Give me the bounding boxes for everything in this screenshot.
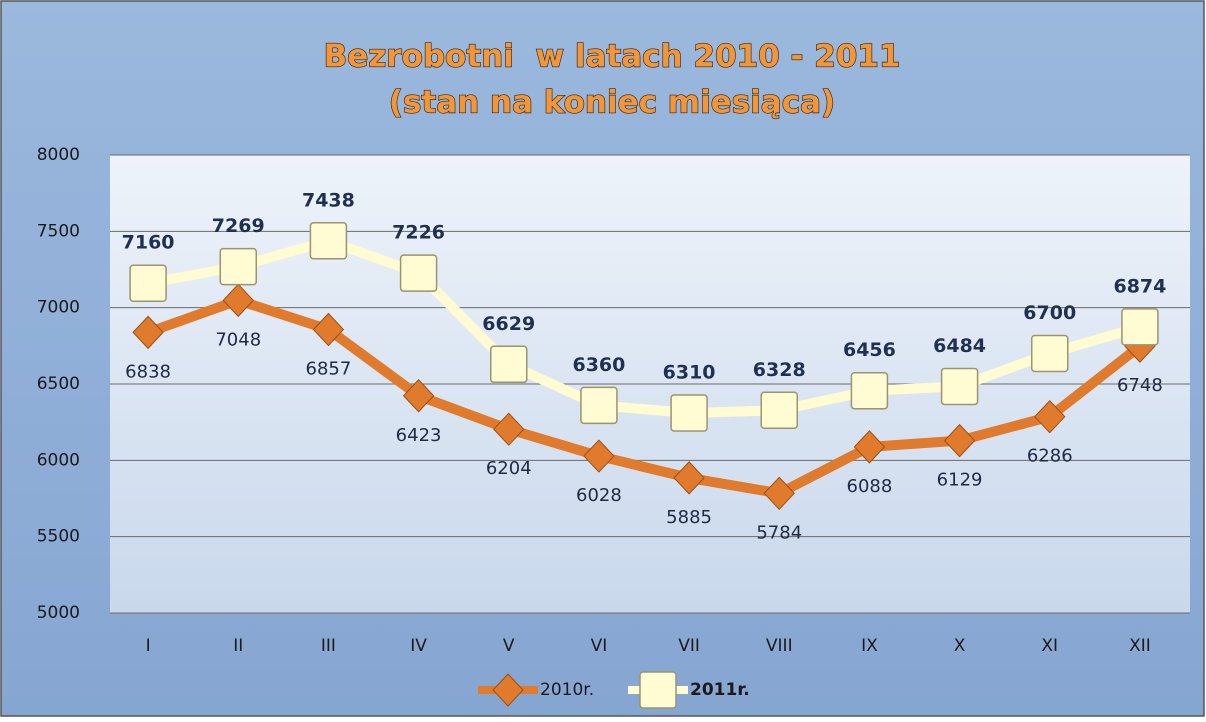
y-tick-label: 7000 xyxy=(37,298,80,318)
data-label: 7226 xyxy=(392,222,445,244)
marker xyxy=(402,379,435,413)
x-tick-label: XI xyxy=(1041,636,1058,656)
data-label: 6874 xyxy=(1113,275,1166,297)
marker xyxy=(943,423,976,458)
y-tick-label: 5500 xyxy=(37,527,80,547)
marker xyxy=(493,412,525,446)
data-label: 7438 xyxy=(302,189,355,211)
marker xyxy=(222,283,254,318)
data-label: 6360 xyxy=(572,354,625,376)
marker xyxy=(583,439,615,473)
data-label: 7160 xyxy=(122,232,175,254)
y-tick-label: 7500 xyxy=(37,221,80,241)
data-label: 7269 xyxy=(212,215,265,237)
data-label: 6700 xyxy=(1023,302,1076,324)
data-label: 5885 xyxy=(666,507,712,528)
marker xyxy=(580,386,618,425)
data-label: 6456 xyxy=(843,339,896,361)
x-tick-label: IX xyxy=(861,636,878,656)
data-label: 7048 xyxy=(215,329,261,350)
data-label: 6484 xyxy=(933,335,986,357)
data-label: 6838 xyxy=(125,361,171,382)
data-label: 6028 xyxy=(576,485,622,506)
data-label: 6088 xyxy=(847,476,893,497)
x-tick-label: III xyxy=(321,636,336,656)
marker xyxy=(312,312,345,347)
marker xyxy=(309,222,348,260)
marker xyxy=(1031,334,1069,373)
marker xyxy=(850,371,889,410)
marker xyxy=(670,394,708,432)
legend-label: 2011r. xyxy=(690,680,750,700)
x-tick-label: X xyxy=(954,636,966,656)
chart-title: Bezrobotni w latach 2010 - 2011 xyxy=(324,39,901,75)
x-tick-label: VIII xyxy=(766,636,793,656)
data-label: 6129 xyxy=(937,470,983,491)
marker xyxy=(1121,308,1159,346)
marker xyxy=(492,673,524,707)
data-label: 6204 xyxy=(486,458,532,479)
y-tick-label: 8000 xyxy=(37,145,80,165)
data-label: 6629 xyxy=(482,313,535,335)
marker xyxy=(760,391,798,430)
x-tick-label: IV xyxy=(410,636,427,656)
marker xyxy=(132,315,164,350)
marker xyxy=(639,671,677,709)
marker xyxy=(673,461,705,495)
marker xyxy=(853,430,886,464)
series-line xyxy=(146,295,1144,499)
chart-subtitle: (stan na koniec miesiąca) xyxy=(389,85,835,121)
marker xyxy=(763,476,795,511)
data-label: 6286 xyxy=(1027,446,1073,467)
x-tick-label: VI xyxy=(591,636,608,656)
data-label: 6328 xyxy=(753,359,806,381)
marker xyxy=(490,345,528,384)
x-tick-label: I xyxy=(146,636,151,656)
x-tick-label: II xyxy=(233,636,243,656)
data-label: 6310 xyxy=(663,362,716,384)
data-label: 6857 xyxy=(306,358,352,379)
marker xyxy=(399,254,438,292)
x-tick-label: VII xyxy=(678,636,700,656)
y-tick-label: 6000 xyxy=(37,450,80,470)
data-label: 6423 xyxy=(396,425,442,446)
data-label: 6748 xyxy=(1117,375,1163,396)
marker xyxy=(940,367,979,406)
marker xyxy=(219,247,257,286)
legend-label: 2010r. xyxy=(540,680,594,700)
y-tick-label: 5000 xyxy=(37,603,80,623)
x-tick-label: XII xyxy=(1129,636,1151,656)
marker xyxy=(129,264,167,302)
data-label: 5784 xyxy=(756,522,802,543)
y-tick-label: 6500 xyxy=(37,374,80,394)
x-tick-label: V xyxy=(503,636,515,656)
marker xyxy=(1034,399,1066,434)
